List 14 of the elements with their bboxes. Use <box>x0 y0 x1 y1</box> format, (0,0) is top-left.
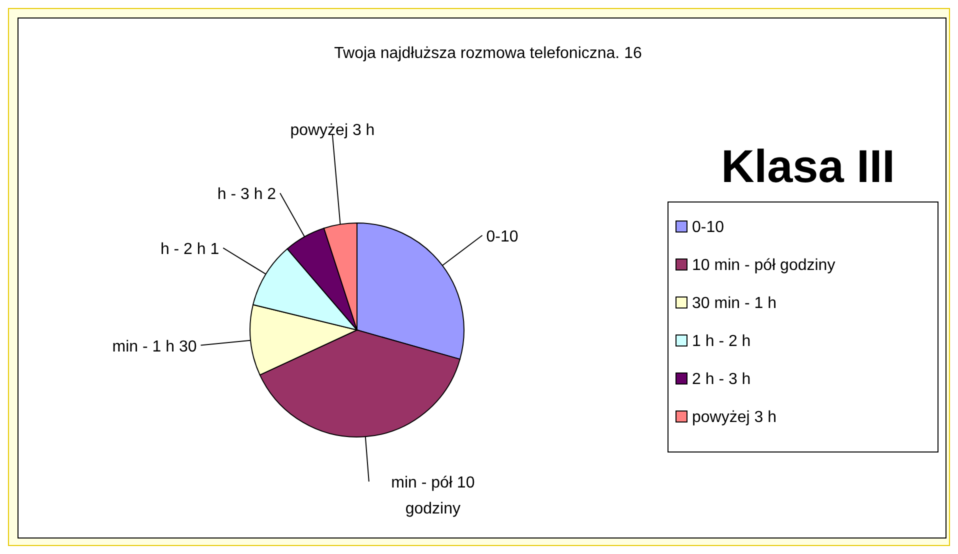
legend-label: 0-10 <box>692 219 724 236</box>
legend-label: 30 min - 1 h <box>692 295 776 312</box>
legend-label: 1 h - 2 h <box>692 333 751 350</box>
legend-label: 2 h - 3 h <box>692 371 751 388</box>
text: min - 1 h 30 <box>112 338 197 356</box>
legend-label: powyżej 3 h <box>692 409 776 426</box>
chart-title: Twoja najdłuższa rozmowa telefoniczna. 16 <box>334 45 642 62</box>
text: powyżej 3 h <box>290 122 375 139</box>
chart-subtitle: Klasa III <box>721 140 895 192</box>
text: h - 3 h 2 <box>217 186 276 204</box>
text: 0-10 <box>486 228 518 246</box>
text: min - pół 10 godziny <box>391 474 475 518</box>
text: h - 2 h 1 <box>160 240 220 258</box>
legend-label: 10 min - pół godziny <box>692 257 836 274</box>
